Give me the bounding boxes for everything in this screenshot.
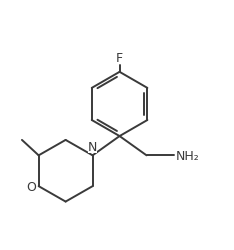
- Text: N: N: [88, 141, 97, 154]
- Text: NH₂: NH₂: [176, 149, 199, 162]
- Text: O: O: [27, 180, 37, 193]
- Text: F: F: [116, 52, 123, 64]
